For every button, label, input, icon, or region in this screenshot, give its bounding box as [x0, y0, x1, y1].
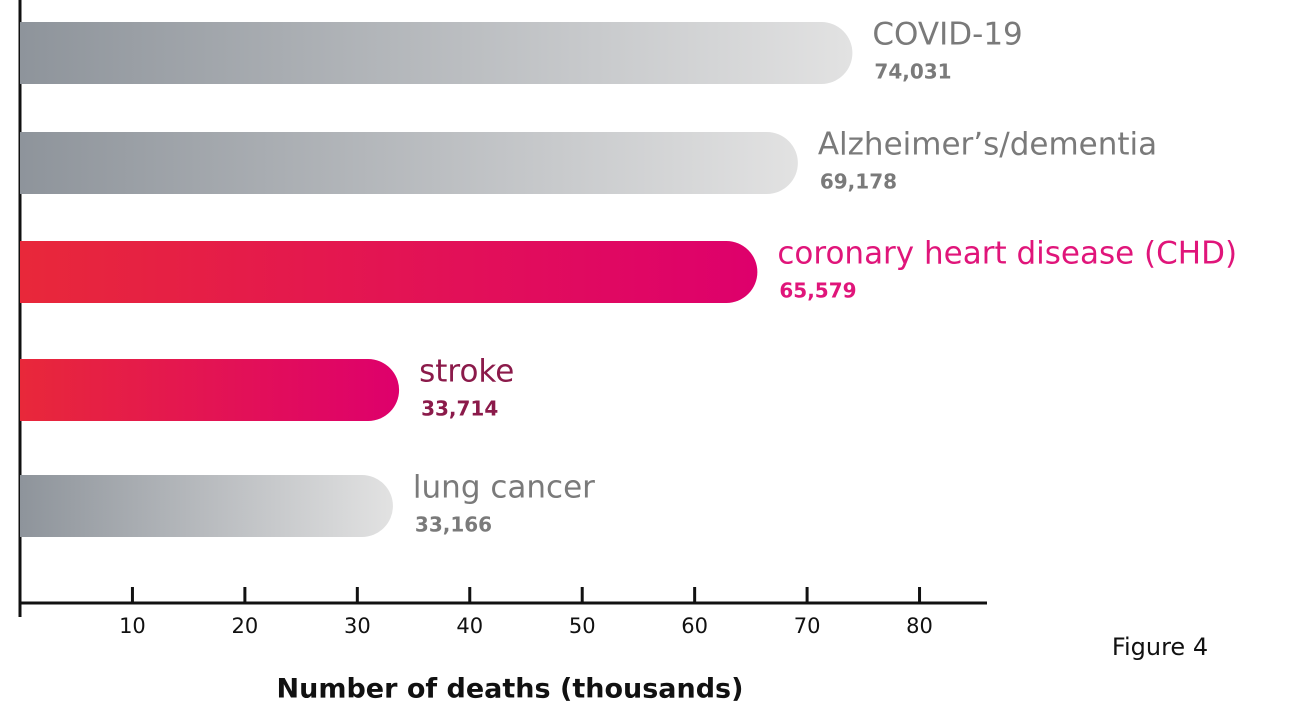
x-tick-label: 70 — [794, 614, 821, 638]
x-tick-label: 20 — [232, 614, 259, 638]
bar — [20, 475, 393, 537]
bar — [20, 359, 400, 421]
x-tick-label: 60 — [681, 614, 708, 638]
value-label: 69,178 — [820, 170, 897, 194]
x-axis-label: Number of deaths (thousands) — [277, 674, 744, 705]
figure-label: Figure 4 — [1112, 633, 1208, 661]
value-label: 74,031 — [874, 60, 951, 84]
category-label: Alzheimer’s/dementia — [818, 127, 1157, 163]
value-label: 33,714 — [421, 397, 498, 421]
bar — [20, 241, 758, 303]
value-label: 33,166 — [415, 513, 492, 537]
category-label: lung cancer — [413, 470, 595, 506]
x-tick-label: 10 — [119, 614, 146, 638]
value-label: 65,579 — [779, 279, 856, 303]
x-tick-label: 50 — [569, 614, 596, 638]
category-label: COVID-19 — [872, 17, 1022, 53]
x-tick-label: 80 — [906, 614, 933, 638]
category-label: coronary heart disease (CHD) — [777, 236, 1237, 272]
category-label: stroke — [419, 354, 514, 390]
x-tick-label: 40 — [456, 614, 483, 638]
bar — [20, 22, 853, 84]
bar — [20, 132, 798, 194]
x-tick-label: 30 — [344, 614, 371, 638]
